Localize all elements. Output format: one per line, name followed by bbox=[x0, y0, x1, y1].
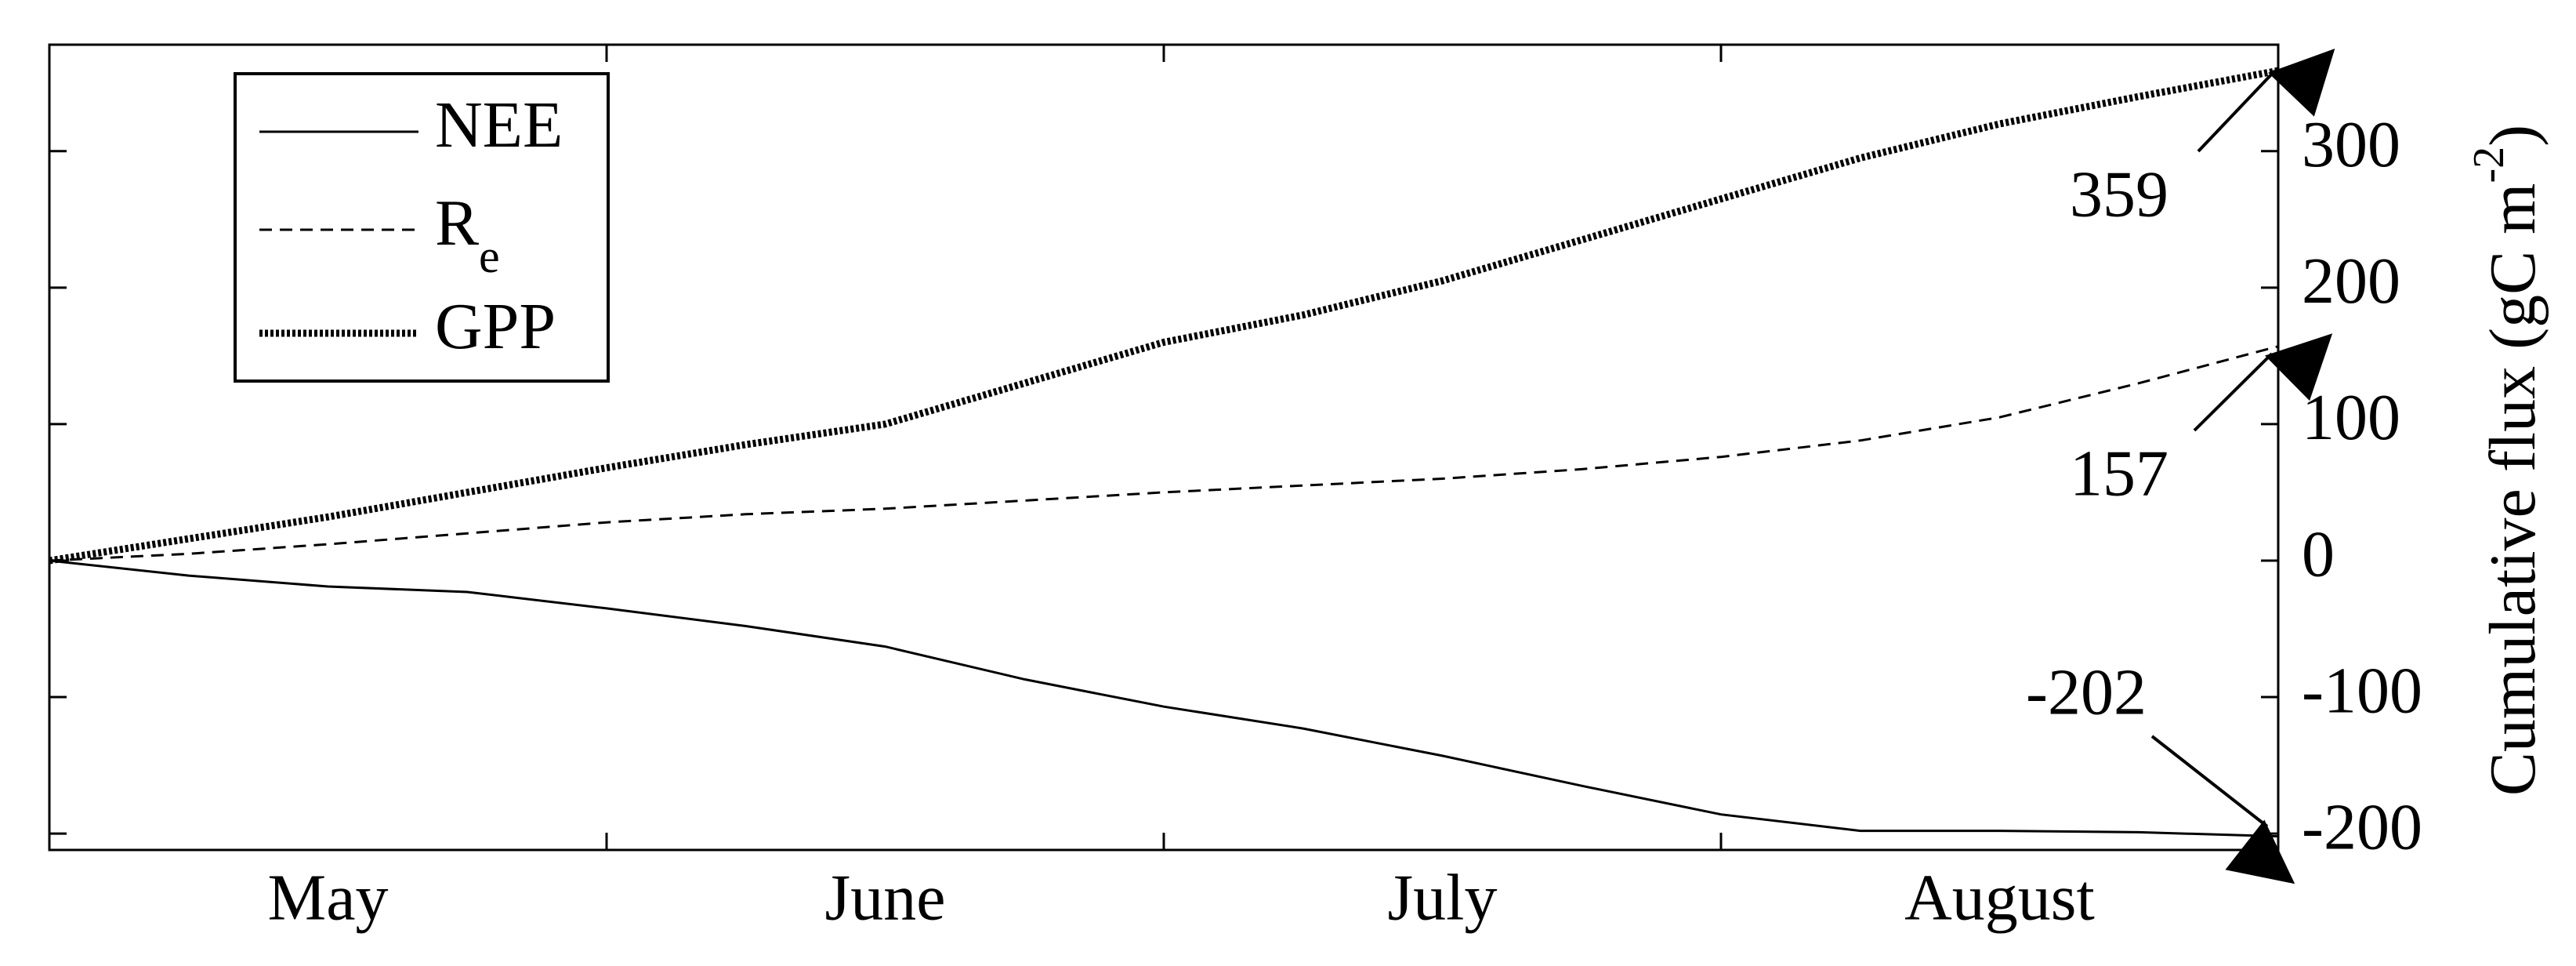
y-tick-label: -100 bbox=[2302, 654, 2422, 727]
annotation: 359 bbox=[2070, 158, 2168, 231]
y-label-main: Cumulative flux (gC m bbox=[2476, 183, 2549, 797]
legend-label: Re bbox=[435, 187, 500, 281]
y-tick-label: 300 bbox=[2302, 108, 2400, 181]
legend-label: NEE bbox=[435, 89, 563, 162]
legend-box bbox=[234, 72, 610, 383]
y-label-end: ) bbox=[2476, 125, 2549, 147]
annotation-arrow bbox=[2193, 333, 2333, 432]
y-axis-label: Cumulative flux (gC m-2) bbox=[2465, 125, 2549, 796]
series-line bbox=[49, 345, 2279, 562]
annotation: 157 bbox=[2070, 437, 2168, 510]
y-tick-label: 100 bbox=[2302, 381, 2400, 454]
legend-name: R bbox=[435, 187, 479, 260]
x-tick-label: August bbox=[1904, 861, 2095, 934]
y-tick-label: 200 bbox=[2302, 245, 2400, 318]
x-tick-label: July bbox=[1387, 861, 1497, 934]
legend-name: GPP bbox=[435, 290, 556, 363]
series-line bbox=[49, 559, 2279, 838]
legend-subscript: e bbox=[479, 231, 500, 282]
y-tick-label: 0 bbox=[2302, 518, 2335, 590]
annotation: -202 bbox=[2026, 656, 2147, 728]
y-label-sup: -2 bbox=[2465, 147, 2513, 183]
annotation-arrow bbox=[2150, 735, 2295, 884]
x-tick-label: June bbox=[825, 861, 946, 934]
y-tick-label: -200 bbox=[2302, 790, 2422, 863]
legend-label: GPP bbox=[435, 290, 556, 363]
x-tick-label: May bbox=[268, 861, 389, 934]
series-line bbox=[49, 67, 2279, 565]
annotation-arrow bbox=[2197, 49, 2335, 153]
legend-name: NEE bbox=[435, 89, 563, 162]
